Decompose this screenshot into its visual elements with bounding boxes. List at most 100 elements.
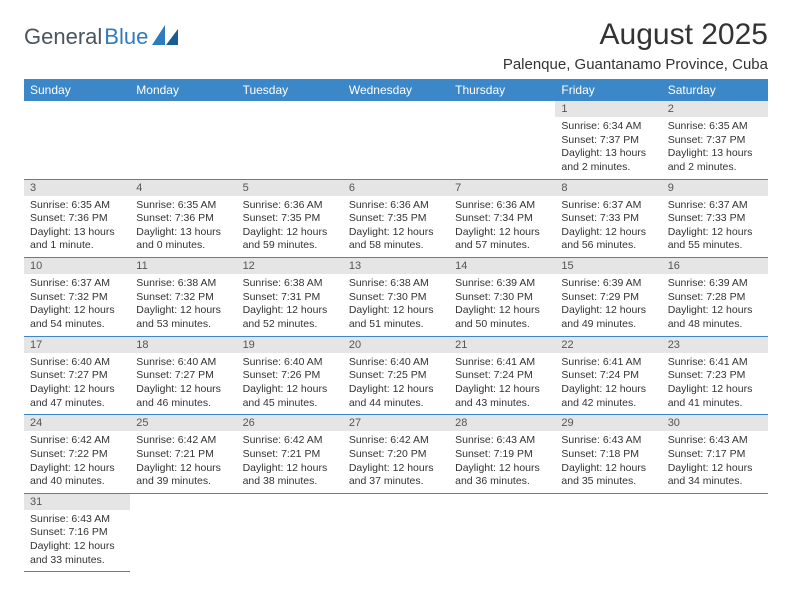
daylight-text: Daylight: 12 hours and 44 minutes.: [349, 383, 443, 410]
daylight-text: Daylight: 12 hours and 53 minutes.: [136, 304, 230, 331]
calendar-day-cell: 7 Sunrise: 6:36 AMSunset: 7:34 PMDaylight…: [449, 179, 555, 258]
daylight-text: Daylight: 12 hours and 34 minutes.: [668, 462, 762, 489]
sunset-text: Sunset: 7:29 PM: [561, 291, 655, 305]
calendar-week-row: 24Sunrise: 6:42 AMSunset: 7:22 PMDayligh…: [24, 415, 768, 494]
daylight-text: Daylight: 12 hours and 58 minutes.: [349, 226, 443, 253]
sunset-text: Sunset: 7:37 PM: [668, 134, 762, 148]
sunrise-text: Sunrise: 6:37 AM: [30, 277, 124, 291]
daylight-text: Daylight: 12 hours and 41 minutes.: [668, 383, 762, 410]
calendar-day-cell: 28Sunrise: 6:43 AMSunset: 7:19 PMDayligh…: [449, 415, 555, 494]
day-details: Sunrise: 6:40 AMSunset: 7:25 PMDaylight:…: [343, 353, 449, 415]
day-number: 20: [343, 337, 449, 353]
calendar-day-cell: 11Sunrise: 6:38 AMSunset: 7:32 PMDayligh…: [130, 258, 236, 337]
day-details: Sunrise: 6:35 AMSunset: 7:36 PMDaylight:…: [130, 196, 236, 258]
weekday-header: Monday: [130, 79, 236, 101]
month-title: August 2025: [503, 18, 768, 52]
day-details: Sunrise: 6:41 AMSunset: 7:24 PMDaylight:…: [449, 353, 555, 415]
calendar-empty-cell: [343, 493, 449, 572]
day-number: 25: [130, 415, 236, 431]
day-details: Sunrise: 6:40 AMSunset: 7:26 PMDaylight:…: [237, 353, 343, 415]
day-details: Sunrise: 6:37 AMSunset: 7:33 PMDaylight:…: [662, 196, 768, 258]
calendar-week-row: 1Sunrise: 6:34 AMSunset: 7:37 PMDaylight…: [24, 101, 768, 179]
calendar-empty-cell: [130, 493, 236, 572]
daylight-text: Daylight: 12 hours and 57 minutes.: [455, 226, 549, 253]
day-details: Sunrise: 6:40 AMSunset: 7:27 PMDaylight:…: [24, 353, 130, 415]
day-details: Sunrise: 6:42 AMSunset: 7:20 PMDaylight:…: [343, 431, 449, 493]
daylight-text: Daylight: 12 hours and 54 minutes.: [30, 304, 124, 331]
day-number: 13: [343, 258, 449, 274]
day-number: 31: [24, 494, 130, 510]
sunrise-text: Sunrise: 6:43 AM: [561, 434, 655, 448]
calendar-day-cell: 13Sunrise: 6:38 AMSunset: 7:30 PMDayligh…: [343, 258, 449, 337]
sunset-text: Sunset: 7:34 PM: [455, 212, 549, 226]
sunrise-text: Sunrise: 6:40 AM: [243, 356, 337, 370]
sunrise-text: Sunrise: 6:43 AM: [455, 434, 549, 448]
day-details: Sunrise: 6:42 AMSunset: 7:22 PMDaylight:…: [24, 431, 130, 493]
sunrise-text: Sunrise: 6:43 AM: [30, 513, 124, 527]
day-number: 3: [24, 180, 130, 196]
day-number: 7: [449, 180, 555, 196]
day-details: Sunrise: 6:34 AMSunset: 7:37 PMDaylight:…: [555, 117, 661, 179]
calendar-empty-cell: [237, 493, 343, 572]
day-details: Sunrise: 6:41 AMSunset: 7:23 PMDaylight:…: [662, 353, 768, 415]
daylight-text: Daylight: 12 hours and 42 minutes.: [561, 383, 655, 410]
day-details: Sunrise: 6:39 AMSunset: 7:29 PMDaylight:…: [555, 274, 661, 336]
sunset-text: Sunset: 7:22 PM: [30, 448, 124, 462]
day-number: 29: [555, 415, 661, 431]
day-number: 26: [237, 415, 343, 431]
sunset-text: Sunset: 7:35 PM: [349, 212, 443, 226]
day-details: Sunrise: 6:36 AMSunset: 7:35 PMDaylight:…: [237, 196, 343, 258]
day-number: 30: [662, 415, 768, 431]
sunrise-text: Sunrise: 6:43 AM: [668, 434, 762, 448]
day-number: 12: [237, 258, 343, 274]
day-number: 28: [449, 415, 555, 431]
calendar-week-row: 3Sunrise: 6:35 AMSunset: 7:36 PMDaylight…: [24, 179, 768, 258]
day-details: Sunrise: 6:39 AMSunset: 7:28 PMDaylight:…: [662, 274, 768, 336]
daylight-text: Daylight: 12 hours and 37 minutes.: [349, 462, 443, 489]
weekday-header-row: SundayMondayTuesdayWednesdayThursdayFrid…: [24, 79, 768, 101]
day-number: 8: [555, 180, 661, 196]
sunrise-text: Sunrise: 6:36 AM: [455, 199, 549, 213]
day-details: Sunrise: 6:40 AMSunset: 7:27 PMDaylight:…: [130, 353, 236, 415]
sunrise-text: Sunrise: 6:42 AM: [136, 434, 230, 448]
daylight-text: Daylight: 13 hours and 2 minutes.: [668, 147, 762, 174]
day-number: 16: [662, 258, 768, 274]
sunset-text: Sunset: 7:21 PM: [243, 448, 337, 462]
calendar-day-cell: 19Sunrise: 6:40 AMSunset: 7:26 PMDayligh…: [237, 336, 343, 415]
daylight-text: Daylight: 12 hours and 46 minutes.: [136, 383, 230, 410]
calendar-day-cell: 21Sunrise: 6:41 AMSunset: 7:24 PMDayligh…: [449, 336, 555, 415]
brand-logo: General Blue: [24, 24, 178, 50]
weekday-header: Thursday: [449, 79, 555, 101]
daylight-text: Daylight: 12 hours and 38 minutes.: [243, 462, 337, 489]
daylight-text: Daylight: 12 hours and 52 minutes.: [243, 304, 337, 331]
daylight-text: Daylight: 12 hours and 55 minutes.: [668, 226, 762, 253]
day-details: Sunrise: 6:42 AMSunset: 7:21 PMDaylight:…: [130, 431, 236, 493]
day-details: Sunrise: 6:36 AMSunset: 7:35 PMDaylight:…: [343, 196, 449, 258]
calendar-body: 1Sunrise: 6:34 AMSunset: 7:37 PMDaylight…: [24, 101, 768, 572]
sunrise-text: Sunrise: 6:38 AM: [136, 277, 230, 291]
sunset-text: Sunset: 7:19 PM: [455, 448, 549, 462]
sunrise-text: Sunrise: 6:38 AM: [243, 277, 337, 291]
sunset-text: Sunset: 7:24 PM: [561, 369, 655, 383]
sunset-text: Sunset: 7:16 PM: [30, 526, 124, 540]
sunset-text: Sunset: 7:33 PM: [668, 212, 762, 226]
sunset-text: Sunset: 7:33 PM: [561, 212, 655, 226]
sunrise-text: Sunrise: 6:41 AM: [455, 356, 549, 370]
sunset-text: Sunset: 7:18 PM: [561, 448, 655, 462]
day-number: 5: [237, 180, 343, 196]
sunset-text: Sunset: 7:23 PM: [668, 369, 762, 383]
day-details: Sunrise: 6:37 AMSunset: 7:32 PMDaylight:…: [24, 274, 130, 336]
calendar-week-row: 17Sunrise: 6:40 AMSunset: 7:27 PMDayligh…: [24, 336, 768, 415]
daylight-text: Daylight: 12 hours and 45 minutes.: [243, 383, 337, 410]
daylight-text: Daylight: 12 hours and 49 minutes.: [561, 304, 655, 331]
calendar-day-cell: 1Sunrise: 6:34 AMSunset: 7:37 PMDaylight…: [555, 101, 661, 179]
sunrise-text: Sunrise: 6:38 AM: [349, 277, 443, 291]
calendar-day-cell: 15Sunrise: 6:39 AMSunset: 7:29 PMDayligh…: [555, 258, 661, 337]
daylight-text: Daylight: 12 hours and 35 minutes.: [561, 462, 655, 489]
calendar-week-row: 31Sunrise: 6:43 AMSunset: 7:16 PMDayligh…: [24, 493, 768, 572]
day-number: 11: [130, 258, 236, 274]
calendar-day-cell: 9Sunrise: 6:37 AMSunset: 7:33 PMDaylight…: [662, 179, 768, 258]
sunset-text: Sunset: 7:31 PM: [243, 291, 337, 305]
calendar-empty-cell: [130, 101, 236, 179]
daylight-text: Daylight: 12 hours and 47 minutes.: [30, 383, 124, 410]
